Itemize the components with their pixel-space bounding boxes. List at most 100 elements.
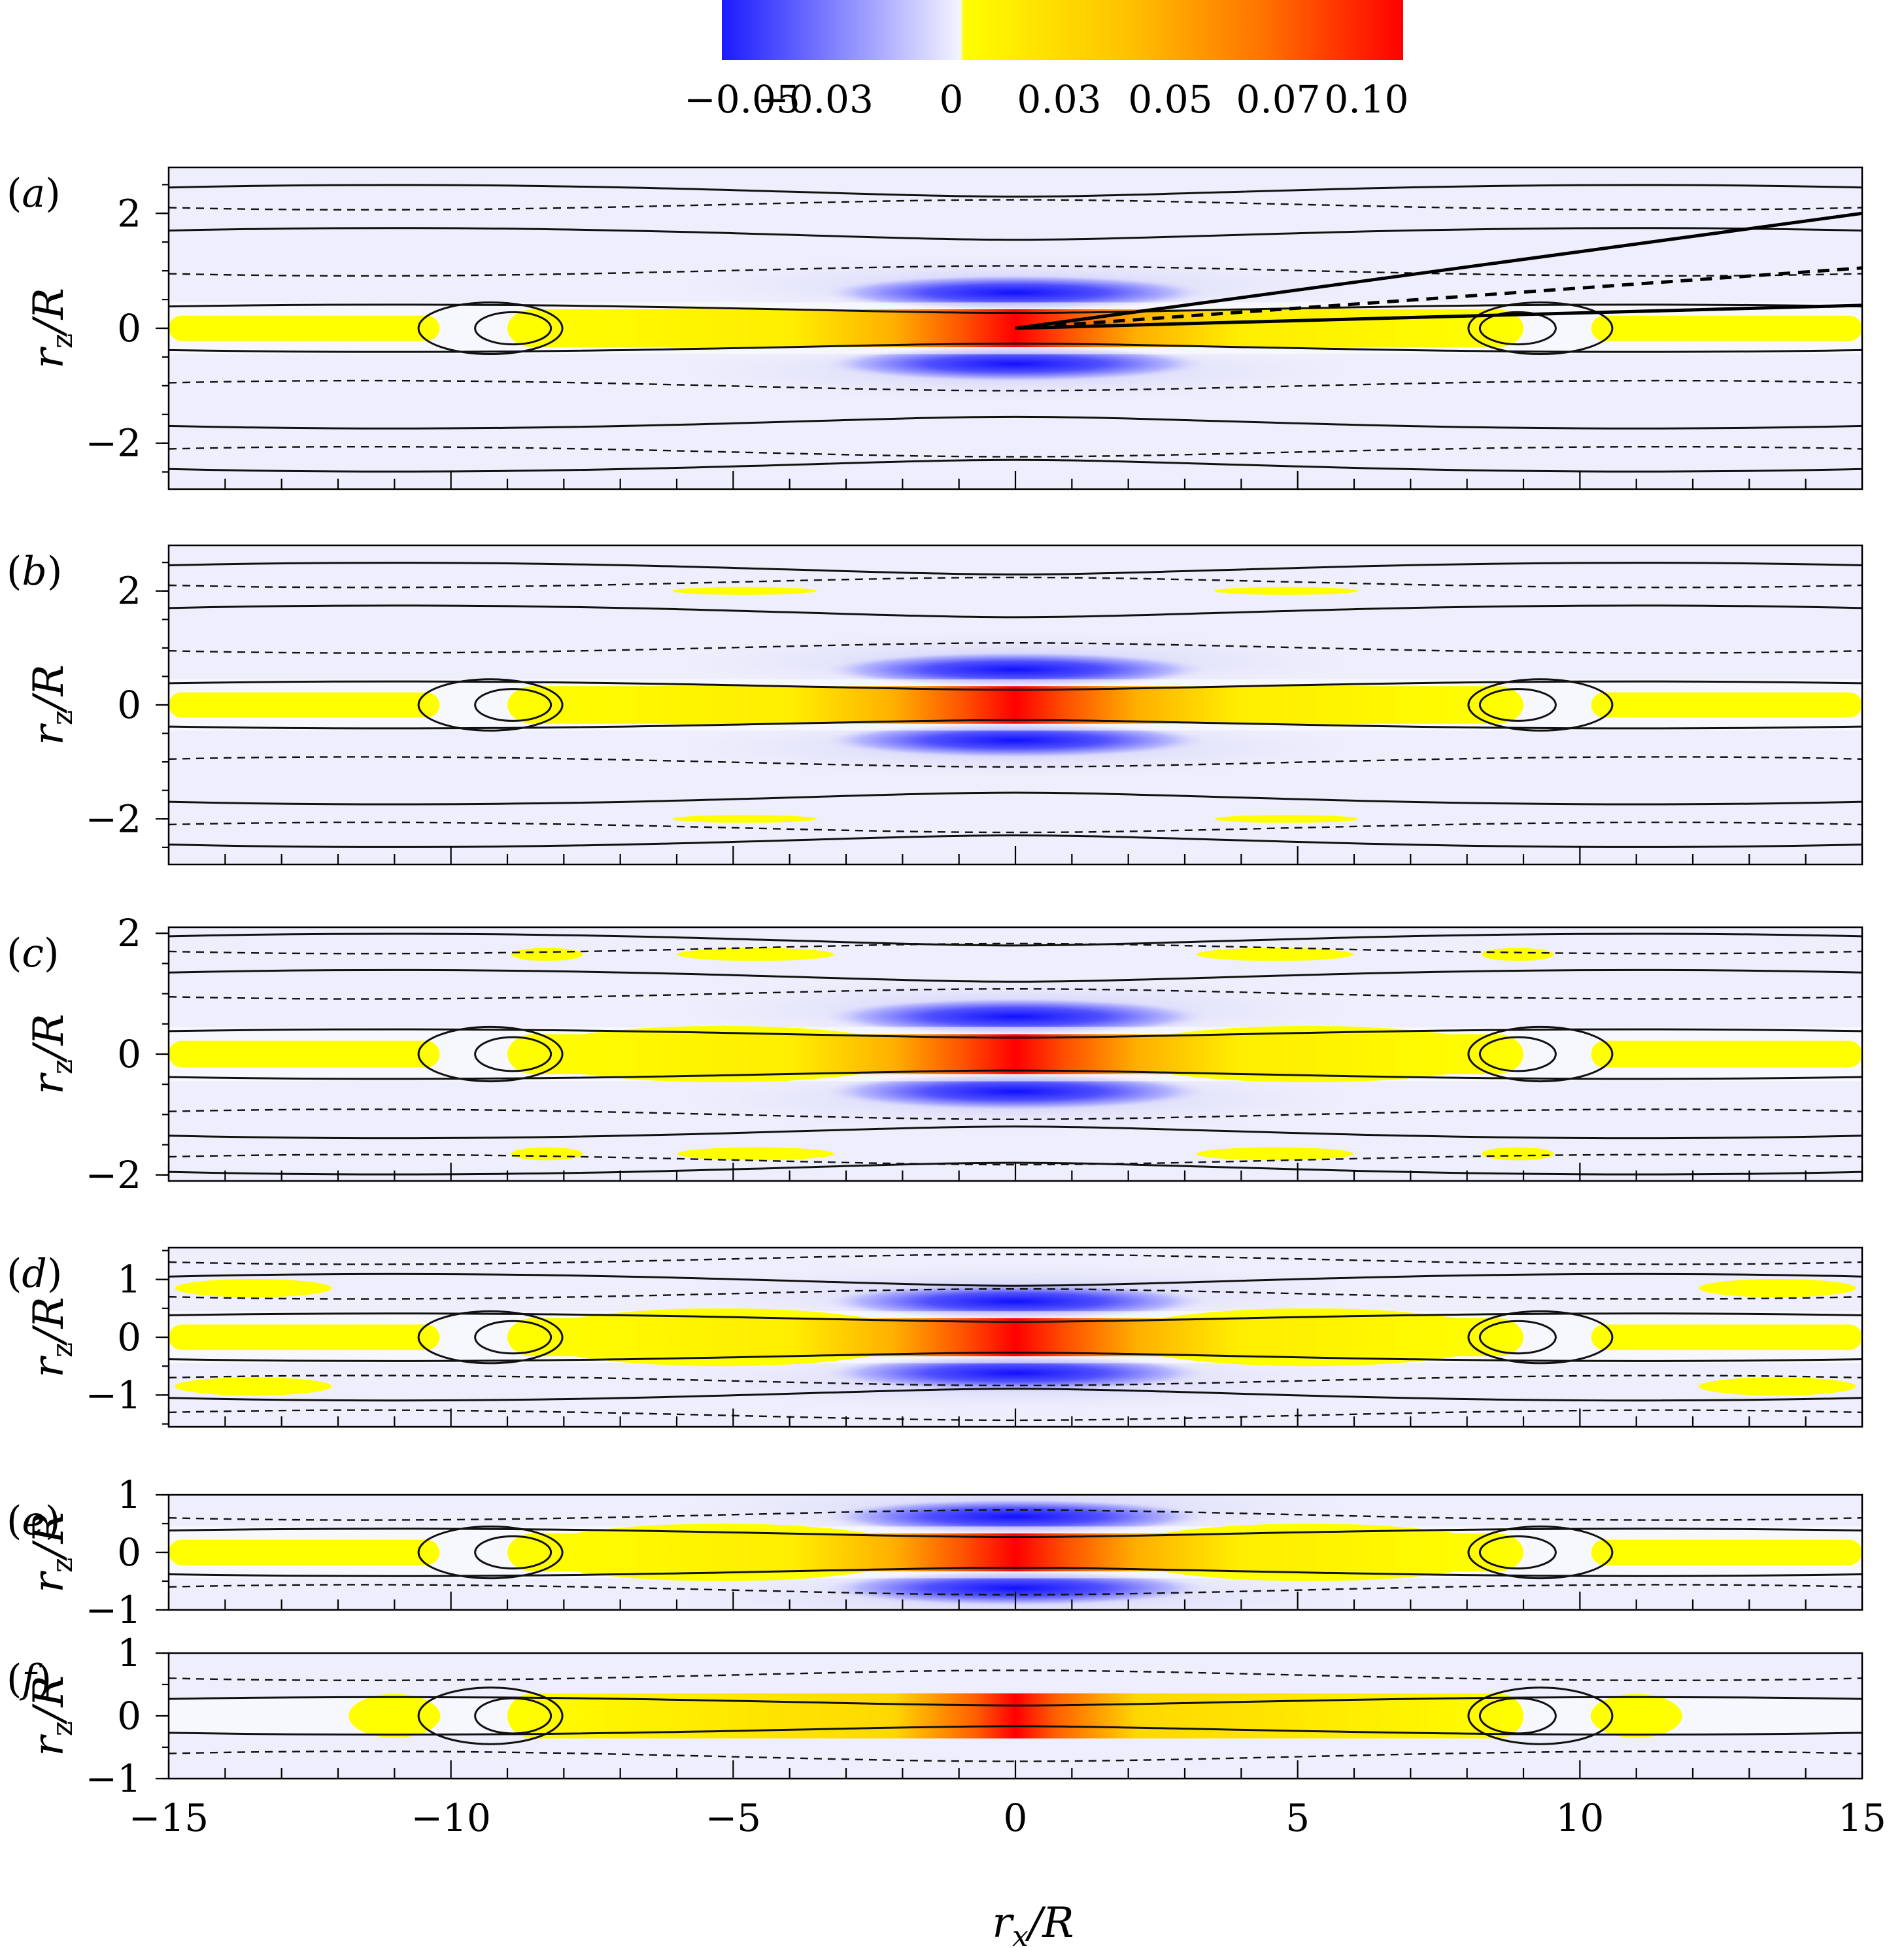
y-axis-label-sub: z (46, 1721, 79, 1736)
y-tick-label: 1 (117, 1631, 141, 1675)
colorbar-tick-label: 0.10 (1324, 77, 1408, 122)
contour-solid (169, 1069, 1862, 1080)
y-tick-label: −1 (86, 1756, 142, 1801)
panel-label: (a) (7, 171, 61, 216)
positive-patch (511, 1147, 583, 1161)
y-axis-label-tail: /R (25, 1675, 73, 1725)
contour-solid (169, 184, 1862, 198)
negative-lobe-upper (819, 997, 1212, 1036)
y-axis-label-tail: /R (25, 1512, 73, 1562)
contour-solid (169, 1125, 1862, 1140)
negative-lobe-upper (819, 1498, 1212, 1535)
contour-loop (1467, 1310, 1614, 1365)
panel-field (169, 927, 1862, 1181)
positive-streak-outer (1591, 315, 1862, 341)
y-axis-label: rz/R (25, 664, 79, 745)
x-tick-label: −15 (129, 1796, 209, 1840)
negative-lobe-upper (819, 651, 1212, 688)
x-tick-label: −10 (411, 1796, 490, 1840)
positive-island (348, 1694, 441, 1738)
positive-patch (511, 948, 583, 961)
positive-streak-outer (169, 692, 440, 718)
panel-label-open: ( (7, 1498, 22, 1544)
contour-loop (474, 311, 552, 346)
positive-patch (672, 587, 817, 595)
y-axis-label-main: r (25, 1356, 73, 1378)
panel-label-open: ( (7, 1251, 22, 1297)
panel-e: 10−1(e)rz/R (7, 1473, 1863, 1632)
positive-streak-outer (169, 1040, 440, 1068)
positive-patch (1699, 1377, 1856, 1396)
contour-loop (1467, 1525, 1614, 1580)
contour-loop (1478, 1036, 1557, 1072)
y-axis-label-main: r (25, 347, 73, 369)
positive-patch (1197, 1147, 1354, 1161)
contour-solid (169, 458, 1862, 473)
contour-solid (169, 834, 1862, 848)
panel-label-letter: d (22, 1251, 46, 1297)
y-tick-label: 1 (117, 1473, 141, 1517)
contour-loop (1478, 1535, 1557, 1570)
negative-lobe-lower (819, 1569, 1212, 1607)
y-axis-label-main: r (25, 1571, 73, 1593)
contour-loop (417, 1525, 564, 1580)
contour-solid (169, 1028, 1862, 1039)
positive-streak-outer (1591, 692, 1862, 718)
contour-loop (1478, 1697, 1557, 1735)
y-axis-label-main: r (25, 1072, 73, 1095)
panel-f: 10−1(f)rz/R (7, 1631, 1863, 1801)
negative-lobe-lower (819, 722, 1212, 759)
panel-label-letter: c (22, 931, 44, 976)
positive-core (507, 1318, 1523, 1357)
y-axis-label-tail: /R (25, 1297, 73, 1346)
y-axis-label-sub: z (46, 1059, 79, 1074)
y-tick-label: 1 (117, 1257, 141, 1302)
y-tick-label: 2 (117, 191, 141, 235)
positive-patch (1197, 948, 1354, 961)
y-axis-label: rz/R (25, 1297, 79, 1378)
negative-lobe-upper (819, 1282, 1212, 1320)
panel-label-letter: a (22, 171, 45, 216)
y-axis-label: rz/R (25, 1512, 79, 1593)
positive-streak-outer (1591, 1539, 1862, 1565)
positive-patch (677, 1147, 834, 1161)
panel-label: (d) (7, 1251, 62, 1297)
colorbar-tick-label: −0.03 (757, 77, 874, 122)
y-tick-label: −2 (86, 796, 142, 841)
panel-label-open: ( (7, 1656, 22, 1702)
panel-label-letter: b (22, 549, 46, 594)
contour-loop (417, 1025, 564, 1083)
panel-label-close: ) (45, 1498, 60, 1544)
contour-loop (1467, 678, 1614, 732)
positive-island (1590, 1694, 1682, 1738)
panel-label-letter: e (22, 1498, 45, 1544)
y-axis-label-main: r (25, 1734, 73, 1756)
panel-c: 2 0 −2 (c) rz/R (7, 911, 1863, 1197)
positive-patch (1482, 948, 1554, 961)
inclined-line-steep (1015, 211, 1863, 330)
colorbar-tick-label: −0.05 (684, 77, 800, 122)
contour-loop (1478, 311, 1557, 346)
contour-loop (474, 1535, 552, 1570)
panel-field (169, 1653, 1862, 1779)
negative-lobe-lower (819, 1072, 1212, 1111)
panel-label: (c) (7, 931, 59, 976)
y-axis-label-sub: z (46, 1342, 79, 1358)
positive-streak-outer (169, 1539, 440, 1565)
y-tick-label: −2 (86, 421, 142, 466)
panel-a: 2 0 −2 (a) rz/R (7, 166, 1863, 490)
panel-field (169, 545, 1862, 864)
y-tick-label: 0 (117, 1530, 141, 1575)
contour-loop (474, 1697, 552, 1735)
contour-solid (169, 1273, 1862, 1287)
y-axis-label-sub: z (46, 333, 79, 349)
contour-loop (1478, 1320, 1557, 1355)
positive-patch (1482, 1147, 1554, 1161)
y-tick-label: −1 (86, 1373, 142, 1417)
positive-patch (1699, 1278, 1856, 1297)
positive-streak-outer (1591, 1324, 1862, 1350)
y-axis-label: rz/R (25, 1675, 79, 1756)
panel-label-close: ) (44, 931, 59, 976)
inclined-line-dashed (1015, 266, 1863, 330)
positive-patch (672, 815, 817, 823)
